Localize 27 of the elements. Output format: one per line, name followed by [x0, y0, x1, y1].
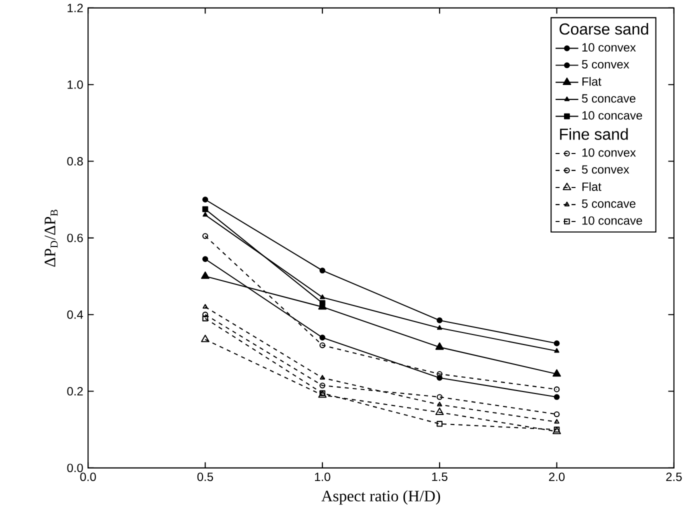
- x-axis-title: Aspect ratio (H/D): [321, 490, 440, 505]
- y-tick-label: 0.8: [67, 157, 83, 166]
- legend-label: 10 convex: [582, 148, 636, 157]
- legend-label: Flat: [582, 77, 602, 86]
- y-tick-label: 1.2: [68, 4, 83, 12]
- legend-label: 10 concave: [582, 216, 642, 225]
- legend-label: 10 concave: [582, 111, 642, 120]
- y-axis-title: ΔP$_{D}$/ΔP$_{B}$: [44, 210, 58, 267]
- y-tick-label: 0.6: [67, 234, 83, 242]
- x-tick-label: 1.5: [432, 472, 448, 482]
- y-tick-label: 0.4: [67, 310, 84, 319]
- x-tick-label: 2.5: [666, 472, 682, 482]
- y-tick-label: 1.0: [68, 80, 83, 89]
- annotation: Fine sand: [560, 128, 628, 140]
- legend-label: 5 concave: [582, 94, 636, 103]
- x-tick-label: 1.0: [315, 472, 330, 482]
- legend-label: 10 convex: [582, 43, 636, 52]
- legend-title: Coarse sand: [560, 23, 648, 35]
- x-tick-label: 0.0: [80, 472, 96, 482]
- x-tick-label: 2.0: [549, 472, 565, 482]
- legend-label: 5 convex: [582, 60, 630, 69]
- y-tick-label: 0.2: [67, 387, 83, 396]
- legend-label: Flat: [582, 182, 602, 192]
- legend-label: 5 convex: [582, 165, 630, 174]
- x-tick-label: 0.5: [197, 472, 214, 482]
- y-tick-label: 0.0: [67, 464, 83, 472]
- legend-label: 5 concave: [582, 200, 636, 208]
